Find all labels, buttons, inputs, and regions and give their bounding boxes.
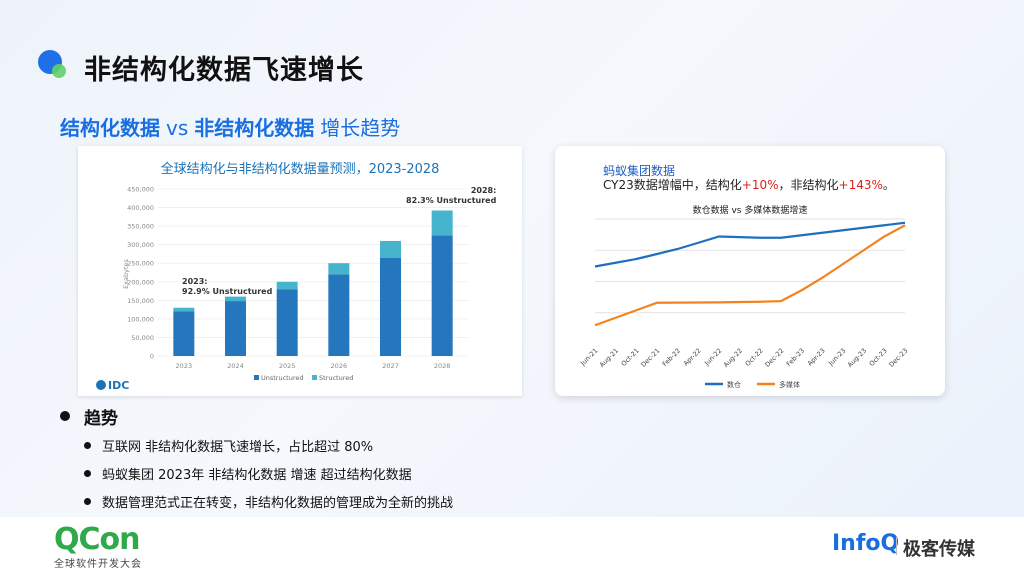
y-tick-label: 300,000 bbox=[127, 241, 154, 249]
annotation-2028: 2028: 82.3% Unstructured bbox=[406, 186, 496, 206]
x-tick-label: Aug-22 bbox=[722, 347, 744, 369]
bar-unstructured bbox=[225, 301, 246, 356]
y-tick-label: 400,000 bbox=[127, 204, 154, 212]
idc-bar-chart: 0 50,000 100,000 150,000 200,000 250,000 300,0… bbox=[122, 186, 468, 382]
bar-unstructured bbox=[328, 274, 350, 356]
bullet-item: 数据管理范式正在转变，非结构化数据的管理成为全新的挑战 bbox=[60, 492, 453, 518]
desc-unstructured-growth: +143% bbox=[838, 178, 883, 192]
qcon-logo: QCon bbox=[54, 522, 140, 557]
y-tick-label: 350,000 bbox=[127, 223, 154, 231]
bar-unstructured bbox=[276, 289, 298, 356]
x-tick-label: Aug-21 bbox=[598, 347, 620, 369]
subtitle-vs: vs bbox=[166, 116, 189, 140]
bar-structured bbox=[225, 296, 246, 302]
line-multimedia bbox=[594, 224, 906, 327]
bullet-main: 趋势 bbox=[60, 404, 453, 429]
page-title: 非结构化数据飞速增长 bbox=[84, 55, 364, 86]
x-tick-label: Dec-21 bbox=[639, 347, 661, 369]
bullet-item: 互联网 非结构化数据飞速增长，占比超过 80% bbox=[60, 436, 453, 462]
y-tick-label: 250,000 bbox=[127, 260, 154, 268]
x-tick-label: Apr-23 bbox=[806, 347, 827, 368]
desc-mid: ，非结构化 bbox=[778, 178, 839, 192]
bar-structured bbox=[276, 281, 298, 290]
bar-structured bbox=[173, 307, 195, 312]
legend-label: Unstructured bbox=[261, 374, 304, 382]
footer: QCon 全球软件开发大会 InfoQ 极客传媒 bbox=[0, 517, 1024, 576]
y-tick-label: 200,000 bbox=[127, 278, 154, 286]
x-tick-label: Aug-23 bbox=[846, 347, 868, 369]
ant-growth-description: CY23数据增幅中，结构化+10%，非结构化+143%。 bbox=[603, 176, 895, 193]
y-tick-label: 50,000 bbox=[131, 334, 154, 342]
x-tick-label: Jun-21 bbox=[578, 347, 599, 368]
x-tick-label: 2028 bbox=[434, 362, 451, 370]
idc-chart-title: 全球结构化与非结构化数据量预测，2023-2028 bbox=[160, 162, 440, 177]
idc-logo-icon bbox=[96, 380, 106, 390]
bar-structured bbox=[328, 263, 350, 275]
geek-media-logo: 极客传媒 bbox=[903, 539, 975, 560]
x-tick-label: Dec-23 bbox=[887, 347, 909, 369]
qcon-subtitle: 全球软件开发大会 bbox=[54, 559, 142, 570]
logo-divider bbox=[896, 537, 897, 555]
x-tick-label: 2026 bbox=[331, 362, 348, 370]
x-tick-label: Feb-22 bbox=[661, 347, 682, 368]
title-bullet-icon bbox=[38, 50, 66, 78]
annotation-2023-year: 2023: bbox=[182, 277, 208, 286]
bar-structured bbox=[380, 240, 401, 258]
annotation-2028-text: 82.3% Unstructured bbox=[406, 196, 497, 205]
section-subtitle: 结构化数据 vs 非结构化数据 增长趋势 bbox=[60, 112, 400, 141]
idc-logo-text: IDC bbox=[108, 379, 130, 392]
bullet-item: 蚂蚁集团 2023年 非结构化数据 增速 超过结构化数据 bbox=[60, 464, 453, 490]
x-tick-label: Feb-23 bbox=[785, 347, 806, 368]
annotation-2028-year: 2028: bbox=[470, 186, 497, 195]
subtitle-trend: 增长趋势 bbox=[320, 116, 401, 140]
x-tick-label: 2023 bbox=[176, 362, 193, 370]
x-tick-label: Jun-23 bbox=[826, 347, 847, 368]
trend-bullets: 趋势 互联网 非结构化数据飞速增长，占比超过 80% 蚂蚁集团 2023年 非结… bbox=[60, 404, 453, 518]
y-tick-label: 150,000 bbox=[127, 297, 154, 305]
x-tick-label: 2025 bbox=[279, 362, 296, 370]
infoq-logo: InfoQ bbox=[832, 531, 900, 556]
desc-end: 。 bbox=[882, 178, 895, 192]
subtitle-structured: 结构化数据 bbox=[60, 116, 160, 140]
x-tick-label: Jun-22 bbox=[702, 347, 723, 368]
bar-structured bbox=[431, 210, 453, 236]
x-tick-label: Apr-22 bbox=[682, 347, 703, 368]
desc-prefix: CY23数据增幅中，结构化 bbox=[603, 178, 742, 192]
annotation-2023: 2023: 92.9% Unstructured bbox=[182, 277, 272, 297]
x-tick-label: Oct-22 bbox=[744, 347, 765, 368]
annotation-2023-text: 92.9% Unstructured bbox=[182, 287, 273, 296]
y-tick-label: 0 bbox=[150, 353, 154, 361]
legend-label: 数仓 bbox=[727, 380, 741, 389]
subtitle-unstructured: 非结构化数据 bbox=[194, 116, 315, 140]
y-axis-label: Exabytes bbox=[122, 258, 130, 288]
ant-chart-card: 蚂蚁集团数据 CY23数据增幅中，结构化+10%，非结构化+143%。 数仓数据… bbox=[555, 146, 945, 396]
x-tick-label: 2024 bbox=[227, 362, 244, 370]
x-tick-label: Oct-23 bbox=[868, 347, 889, 368]
x-tick-label: Oct-21 bbox=[620, 347, 641, 368]
ant-source-label: 蚂蚁集团数据 bbox=[603, 164, 676, 178]
idc-chart-card: 全球结构化与非结构化数据量预测，2023-2028 0 50,000 100,000… bbox=[78, 146, 522, 396]
legend-swatch bbox=[254, 375, 259, 380]
x-tick-label: 2027 bbox=[382, 362, 399, 370]
y-tick-label: 450,000 bbox=[127, 186, 154, 194]
line-warehouse bbox=[594, 221, 906, 268]
y-tick-label: 100,000 bbox=[127, 315, 154, 323]
legend-swatch bbox=[312, 375, 317, 380]
bar-unstructured bbox=[380, 257, 401, 356]
bar-unstructured bbox=[173, 311, 195, 356]
ant-chart-title: 数仓数据 vs 多媒体数据增速 bbox=[692, 206, 808, 216]
legend-label: 多媒体 bbox=[779, 380, 800, 389]
legend-label: Structured bbox=[319, 374, 353, 382]
bar-unstructured bbox=[431, 235, 453, 356]
idc-logo: IDC bbox=[96, 379, 129, 392]
x-tick-label: Dec-22 bbox=[763, 347, 785, 369]
desc-structured-growth: +10% bbox=[741, 178, 779, 192]
